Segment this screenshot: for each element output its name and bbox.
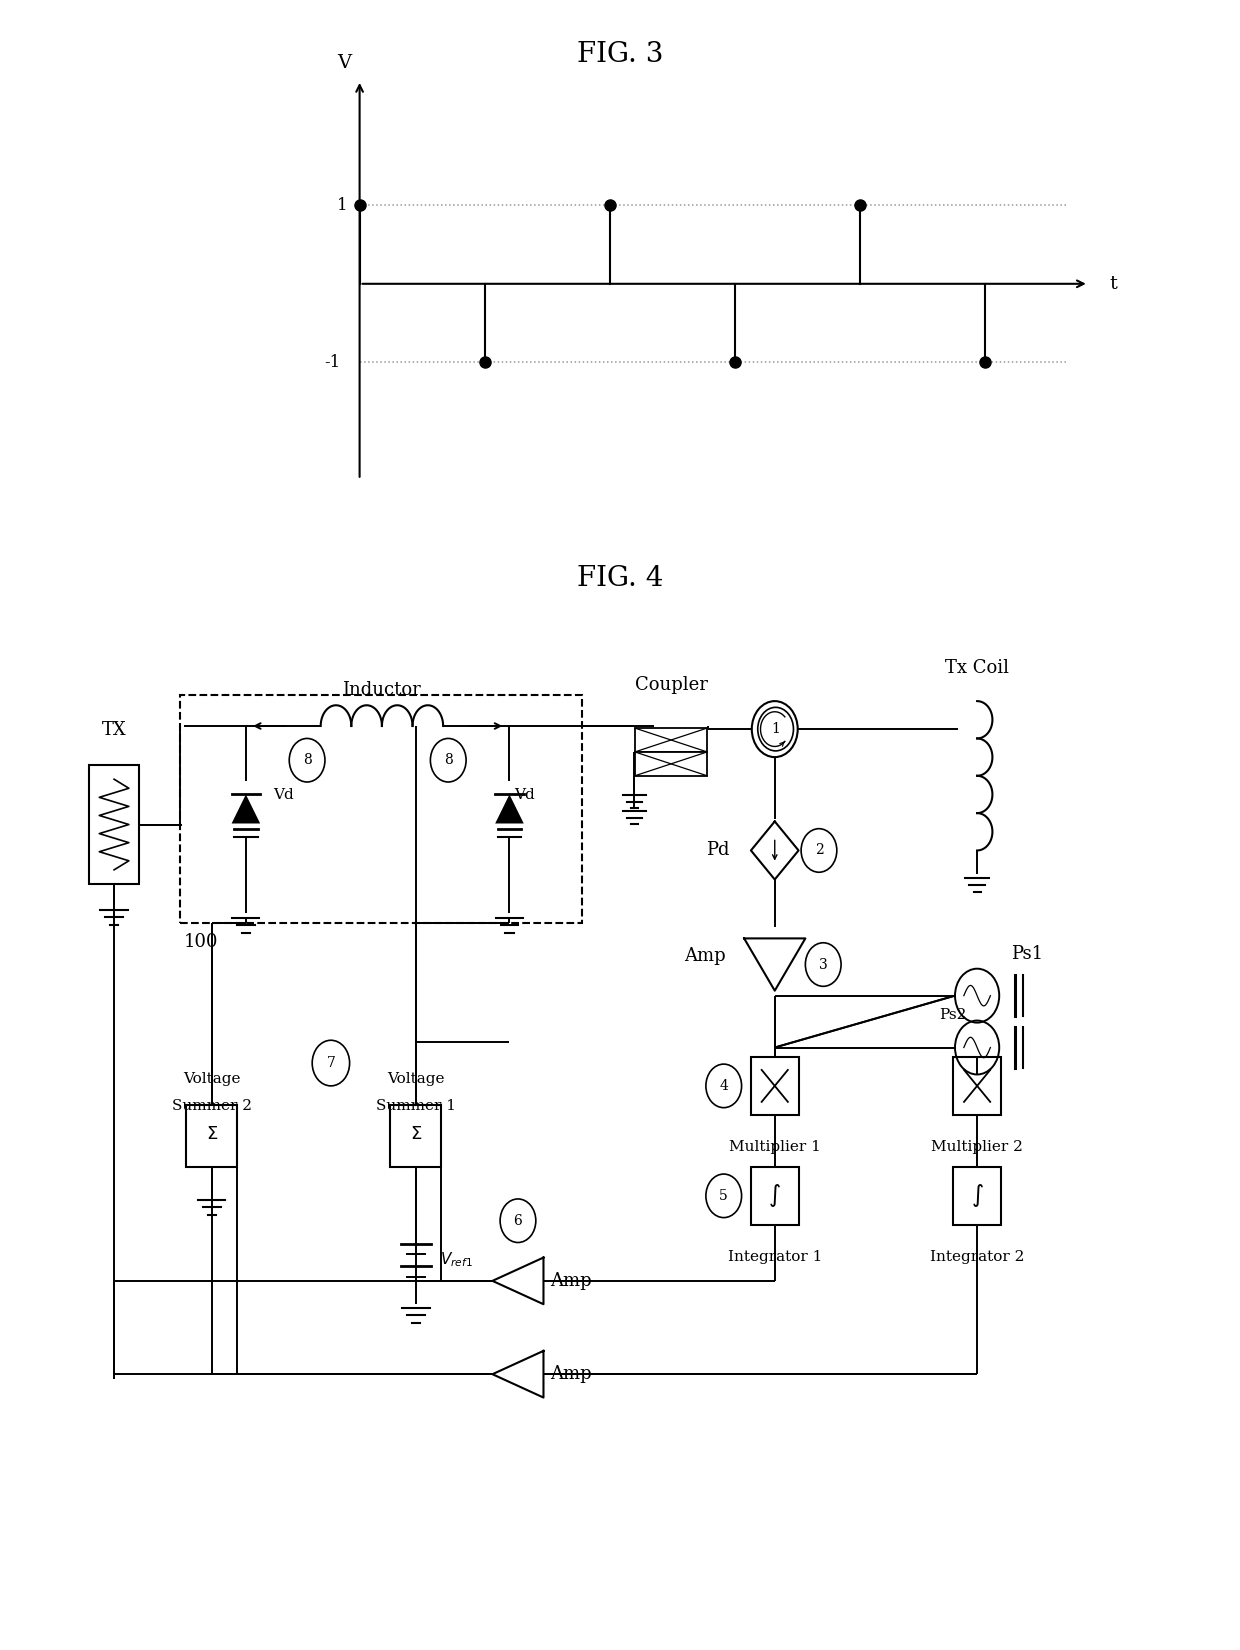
- Text: $\Sigma$: $\Sigma$: [206, 1125, 218, 1142]
- FancyBboxPatch shape: [635, 728, 707, 752]
- Text: Voltage: Voltage: [184, 1072, 241, 1086]
- Text: V: V: [337, 54, 351, 73]
- Text: 8: 8: [444, 754, 453, 767]
- Text: Multiplier 1: Multiplier 1: [729, 1140, 821, 1153]
- Text: Voltage: Voltage: [387, 1072, 445, 1086]
- Text: t: t: [1110, 276, 1117, 292]
- Polygon shape: [232, 794, 260, 823]
- FancyBboxPatch shape: [635, 752, 707, 775]
- Text: Integrator 2: Integrator 2: [930, 1249, 1024, 1264]
- Text: Ps1: Ps1: [1011, 945, 1043, 964]
- FancyBboxPatch shape: [89, 766, 139, 884]
- FancyBboxPatch shape: [751, 1058, 799, 1115]
- Text: Amp: Amp: [551, 1272, 591, 1290]
- Text: Integrator 1: Integrator 1: [728, 1249, 822, 1264]
- Text: Multiplier 2: Multiplier 2: [931, 1140, 1023, 1153]
- FancyBboxPatch shape: [954, 1167, 1001, 1224]
- Text: 6: 6: [513, 1214, 522, 1228]
- Text: Inductor: Inductor: [342, 681, 422, 700]
- FancyBboxPatch shape: [751, 1167, 799, 1224]
- Text: 4: 4: [719, 1079, 728, 1092]
- Text: Summer 2: Summer 2: [172, 1099, 252, 1112]
- Text: 1: 1: [771, 723, 780, 736]
- Text: 1: 1: [336, 196, 347, 214]
- Text: 7: 7: [326, 1056, 335, 1071]
- Text: $\int$: $\int$: [769, 1183, 781, 1209]
- Text: 3: 3: [818, 957, 827, 972]
- FancyBboxPatch shape: [186, 1104, 237, 1167]
- Text: FIG. 3: FIG. 3: [577, 41, 663, 68]
- Polygon shape: [495, 794, 523, 823]
- Text: TX: TX: [102, 721, 126, 739]
- Text: Amp: Amp: [683, 947, 725, 965]
- Text: Ps2: Ps2: [939, 1008, 966, 1021]
- Text: $\Sigma$: $\Sigma$: [409, 1125, 422, 1142]
- Text: Vd: Vd: [273, 789, 294, 802]
- Text: $V_{ref1}$: $V_{ref1}$: [440, 1251, 472, 1269]
- Text: 2: 2: [815, 843, 823, 858]
- Text: 8: 8: [303, 754, 311, 767]
- Text: Amp: Amp: [551, 1365, 591, 1383]
- Text: Vd: Vd: [513, 789, 534, 802]
- Text: Tx Coil: Tx Coil: [945, 660, 1009, 676]
- Text: 5: 5: [719, 1190, 728, 1203]
- Text: Summer 1: Summer 1: [376, 1099, 456, 1112]
- Text: FIG. 4: FIG. 4: [577, 566, 663, 592]
- Text: Pd: Pd: [707, 842, 729, 860]
- Text: Coupler: Coupler: [635, 676, 708, 695]
- FancyBboxPatch shape: [391, 1104, 441, 1167]
- Text: -1: -1: [325, 353, 341, 371]
- Text: $\int$: $\int$: [971, 1183, 983, 1209]
- Text: 100: 100: [184, 934, 218, 952]
- FancyBboxPatch shape: [954, 1058, 1001, 1115]
